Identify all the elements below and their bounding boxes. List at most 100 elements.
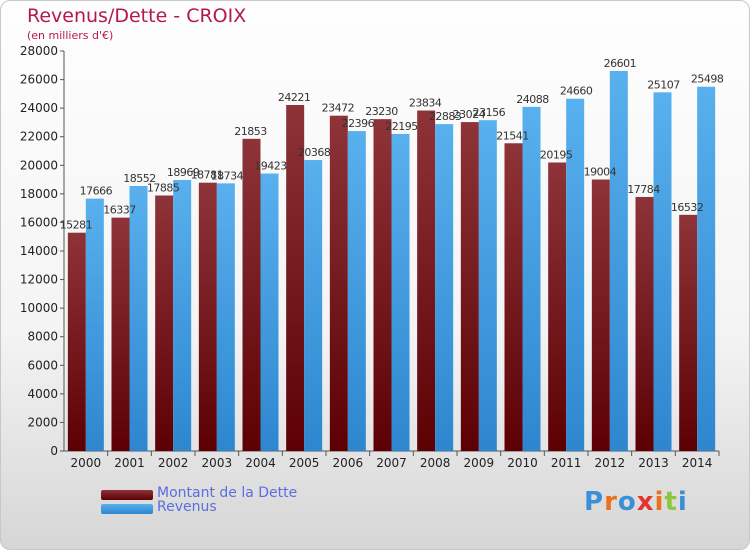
bar-dette [591, 179, 610, 451]
data-label: 18734 [211, 169, 244, 182]
data-label: 20195 [540, 149, 573, 162]
x-tick-label: 2007 [376, 456, 407, 470]
y-tick-label: 8000 [27, 330, 58, 344]
data-label: 22396 [342, 117, 375, 130]
x-tick-label: 2005 [289, 456, 320, 470]
bar-revenus [85, 198, 104, 451]
y-tick-label: 16000 [20, 215, 58, 229]
bar-revenus [173, 180, 192, 451]
x-tick-label: 2003 [202, 456, 233, 470]
bar-dette [548, 162, 567, 451]
x-axis: 2000 2001 2002 2003 2004 2005 2006 2007 2008 2009… [64, 450, 720, 470]
bar-dette [286, 104, 305, 451]
bar-revenus [609, 70, 628, 451]
data-label: 21541 [496, 129, 529, 142]
data-label: 23230 [365, 105, 398, 118]
chart-title: Revenus/Dette - CROIX [27, 5, 247, 27]
bar-dette [155, 195, 174, 451]
bar-revenus [347, 131, 366, 452]
legend-label-dette: Montant de la Dette [157, 485, 298, 501]
legend-swatch-revenus [101, 504, 153, 514]
data-label: 23156 [473, 106, 506, 119]
bar-dette [417, 110, 436, 451]
bar-revenus [566, 98, 585, 451]
y-tick-label: 20000 [20, 158, 58, 172]
bar-revenus [260, 173, 279, 451]
bar-dette [329, 115, 348, 451]
x-tick-label: 2008 [420, 456, 451, 470]
bar-dette [373, 119, 392, 452]
data-label: 23472 [322, 102, 355, 115]
data-label: 17784 [627, 183, 660, 196]
y-tick-label: 28000 [20, 44, 58, 58]
bar-dette [635, 196, 654, 451]
bar-dette [460, 122, 479, 451]
x-tick-label: 2012 [595, 456, 626, 470]
y-tick-label: 14000 [20, 244, 58, 258]
bar-revenus [216, 183, 235, 451]
logo-letter: r [604, 487, 618, 517]
x-tick-label: 2001 [114, 456, 145, 470]
chart-subtitle: (en milliers d'€) [27, 29, 114, 42]
data-label: 25498 [691, 73, 724, 86]
y-tick-label: 26000 [20, 73, 58, 87]
logo-letter: i [677, 487, 688, 517]
data-label: 25107 [647, 78, 680, 91]
data-label: 24088 [516, 93, 549, 106]
bar-revenus [304, 160, 323, 451]
y-tick-label: 12000 [20, 273, 58, 287]
logo-letter: t [664, 487, 678, 517]
bar-dette [198, 182, 217, 451]
logo-letter: o [617, 487, 637, 517]
y-tick-label: 22000 [20, 130, 58, 144]
y-tick-label: 2000 [27, 415, 58, 429]
bar-dette [242, 138, 261, 452]
logo-letter: i [654, 487, 665, 517]
data-label: 15281 [60, 219, 93, 232]
x-tick-label: 2004 [245, 456, 276, 470]
data-label: 23024 [453, 108, 486, 121]
data-label: 26601 [604, 57, 637, 70]
data-label: 17666 [80, 185, 113, 198]
x-tick-label: 2002 [158, 456, 189, 470]
logo-letter: P [584, 487, 605, 517]
data-label: 22195 [385, 120, 418, 133]
data-label: 21853 [234, 125, 267, 138]
x-tick-label: 2006 [333, 456, 364, 470]
y-tick-label: 0 [50, 444, 58, 458]
data-label: 24660 [560, 85, 593, 98]
x-tick-label: 2014 [682, 456, 713, 470]
data-label: 16532 [671, 201, 704, 214]
bar-revenus [478, 120, 497, 451]
bar-revenus [653, 92, 672, 451]
data-label: 19004 [584, 166, 617, 179]
bar-dette [679, 214, 698, 451]
legend-swatch-dette [101, 490, 153, 500]
data-label: 22883 [429, 110, 462, 123]
x-tick-label: 2009 [464, 456, 495, 470]
y-tick-label: 10000 [20, 301, 58, 315]
bar-dette [504, 143, 523, 451]
y-tick-label: 24000 [20, 101, 58, 115]
data-label: 18552 [123, 172, 156, 185]
data-label: 24221 [278, 91, 311, 104]
x-tick-label: 2010 [507, 456, 538, 470]
x-tick-label: 2013 [638, 456, 669, 470]
bar-revenus [435, 124, 454, 451]
data-label: 19423 [254, 160, 287, 173]
bar-revenus [129, 185, 148, 451]
proxiti-logo: Proxiti [584, 487, 688, 517]
data-label: 18969 [167, 166, 200, 179]
logo-letter: x [636, 487, 655, 517]
data-label: 23834 [409, 97, 442, 110]
x-tick-label: 2000 [71, 456, 102, 470]
data-label: 16337 [103, 204, 136, 217]
data-label: 17885 [147, 182, 180, 195]
bar-revenus [522, 106, 541, 451]
bar-revenus [391, 133, 410, 451]
x-tick-label: 2011 [551, 456, 582, 470]
y-tick-label: 4000 [27, 387, 58, 401]
bar-revenus [697, 86, 716, 451]
